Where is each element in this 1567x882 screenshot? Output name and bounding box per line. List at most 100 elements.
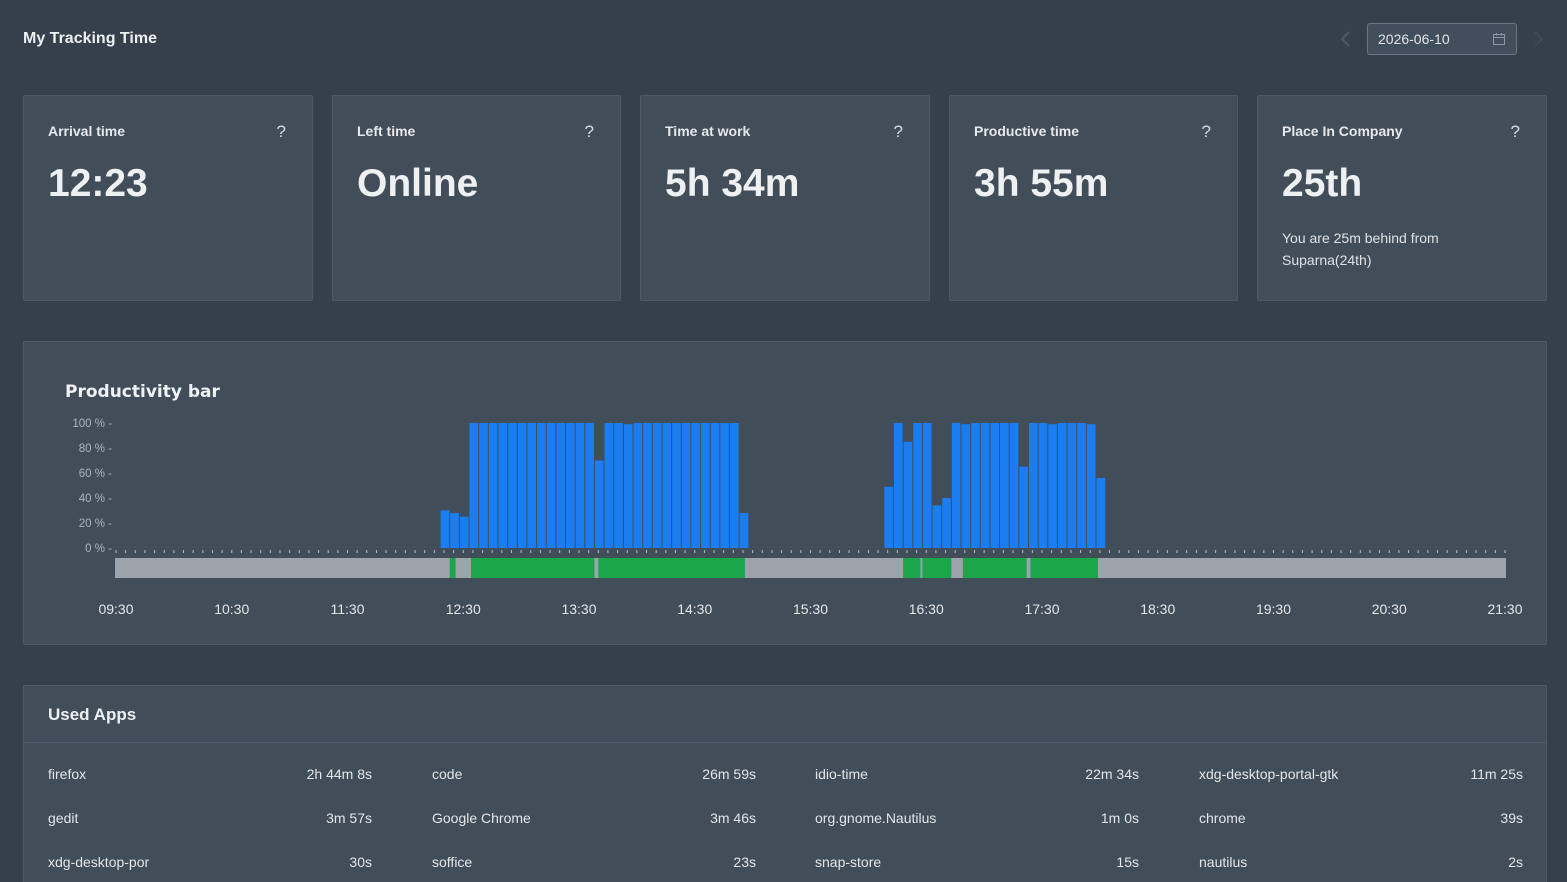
left-time-card: Left time ? Online (332, 95, 621, 301)
time-axis-label: 21:30 (1487, 601, 1522, 617)
time-axis-label: 18:30 (1140, 601, 1175, 617)
date-picker[interactable]: 2026-06-10 (1367, 23, 1517, 55)
app-usage-item[interactable]: soffice 23s (432, 854, 756, 876)
app-usage-item[interactable]: gedit 3m 57s (48, 810, 372, 832)
app-usage-item[interactable]: nautilus 2s (1199, 854, 1523, 876)
app-name: xdg-desktop-portal-gtk (1199, 766, 1339, 782)
used-apps-panel: Used Apps firefox 2h 44m 8s code 26m 59s idi… (23, 685, 1547, 882)
page-title: My Tracking Time (23, 30, 157, 47)
app-usage-item[interactable]: firefox 2h 44m 8s (48, 766, 372, 788)
card-value: 25th (1282, 162, 1363, 205)
productivity-bar (1057, 423, 1067, 548)
productivity-bar (701, 423, 710, 548)
timeline-productive-segment (598, 558, 745, 578)
productivity-bar (990, 423, 1000, 548)
app-name: firefox (48, 766, 87, 782)
productivity-bar (903, 441, 913, 548)
y-tick-label: 0 % - (85, 543, 112, 555)
productivity-bar (1009, 423, 1019, 548)
time-axis-label: 17:30 (1024, 601, 1059, 617)
app-time: 23s (733, 854, 756, 870)
divider (24, 742, 1546, 743)
app-usage-item[interactable]: org.gnome.Nautilus 1m 0s (815, 810, 1139, 832)
help-icon[interactable]: ? (584, 122, 594, 141)
productivity-bar (1067, 423, 1077, 548)
card-value: 5h 34m (665, 162, 800, 205)
productivity-bar (459, 516, 469, 548)
app-time: 30s (349, 854, 372, 870)
next-day-button[interactable] (1528, 28, 1548, 50)
productivity-bar (565, 423, 575, 548)
help-icon[interactable]: ? (276, 122, 286, 141)
productivity-bar (614, 423, 623, 548)
time-axis-label: 10:30 (214, 601, 249, 617)
productivity-bar (652, 423, 662, 548)
help-icon[interactable]: ? (1510, 122, 1520, 141)
timeline-productive-segment (922, 558, 952, 578)
card-title: Arrival time (48, 123, 126, 139)
app-usage-item[interactable]: xdg-desktop-portal-gtk 11m 25s (1199, 766, 1523, 788)
timeline-productive-segment (903, 558, 921, 578)
app-name: xdg-desktop-por (48, 854, 150, 870)
timeline-idle (115, 558, 1506, 578)
productivity-bar (922, 423, 932, 548)
productivity-bar (951, 423, 961, 548)
time-axis-label: 19:30 (1256, 601, 1291, 617)
chevron-right-icon (1534, 31, 1544, 47)
productivity-bar (893, 423, 903, 548)
date-value: 2026-06-10 (1378, 31, 1450, 47)
card-value: 3h 55m (974, 162, 1109, 205)
help-icon[interactable]: ? (1201, 122, 1211, 141)
productivity-bar (517, 423, 527, 548)
productivity-bar (1000, 423, 1009, 548)
productivity-bar (1028, 423, 1038, 548)
time-axis-label: 12:30 (446, 601, 481, 617)
y-tick-label: 20 % - (79, 518, 112, 530)
chevron-left-icon (1340, 31, 1350, 47)
app-name: idio-time (815, 766, 868, 782)
productivity-bar (672, 423, 681, 548)
productivity-bar (546, 423, 556, 548)
app-usage-item[interactable]: code 26m 59s (432, 766, 756, 788)
app-name: Google Chrome (432, 810, 531, 826)
productivity-bar (980, 423, 990, 548)
time-axis-label: 09:30 (98, 601, 133, 617)
productivity-bar (585, 423, 594, 548)
productivity-bar (623, 424, 633, 548)
time-axis-label: 14:30 (677, 601, 712, 617)
card-title: Place In Company (1282, 123, 1403, 139)
timeline-productive-segment (962, 558, 1027, 578)
time-at-work-card: Time at work ? 5h 34m (640, 95, 930, 301)
productivity-bar (913, 423, 922, 548)
card-value: Online (357, 162, 479, 205)
productive-time-card: Productive time ? 3h 55m (949, 95, 1238, 301)
productivity-bar (932, 505, 942, 548)
productivity-bar (1019, 466, 1028, 548)
y-tick-label: 100 % - (72, 418, 112, 430)
help-icon[interactable]: ? (893, 122, 903, 141)
productivity-bar (1038, 423, 1048, 548)
app-time: 26m 59s (702, 766, 756, 782)
app-usage-item[interactable]: snap-store 15s (815, 854, 1139, 876)
productivity-bar (729, 423, 739, 548)
app-usage-item[interactable]: chrome 39s (1199, 810, 1523, 832)
app-time: 15s (1116, 854, 1139, 870)
productivity-panel: Productivity bar 100 % - 80 % - 60 % - 40 %… (23, 341, 1547, 645)
app-name: code (432, 766, 463, 782)
productivity-bar (691, 423, 701, 548)
card-title: Time at work (665, 123, 751, 139)
productivity-bar (643, 423, 652, 548)
previous-day-button[interactable] (1336, 28, 1356, 50)
card-title: Left time (357, 123, 416, 139)
app-name: soffice (432, 854, 473, 870)
app-usage-item[interactable]: xdg-desktop-por 30s (48, 854, 372, 876)
productivity-bar (961, 424, 971, 548)
arrival-time-card: Arrival time ? 12:23 (23, 95, 313, 301)
productivity-bar (575, 423, 585, 548)
app-usage-item[interactable]: idio-time 22m 34s (815, 766, 1139, 788)
productivity-bar (450, 513, 459, 548)
app-usage-item[interactable]: Google Chrome 3m 46s (432, 810, 756, 832)
productivity-bar (594, 460, 604, 548)
app-name: snap-store (815, 854, 882, 870)
productivity-bar (488, 423, 498, 548)
